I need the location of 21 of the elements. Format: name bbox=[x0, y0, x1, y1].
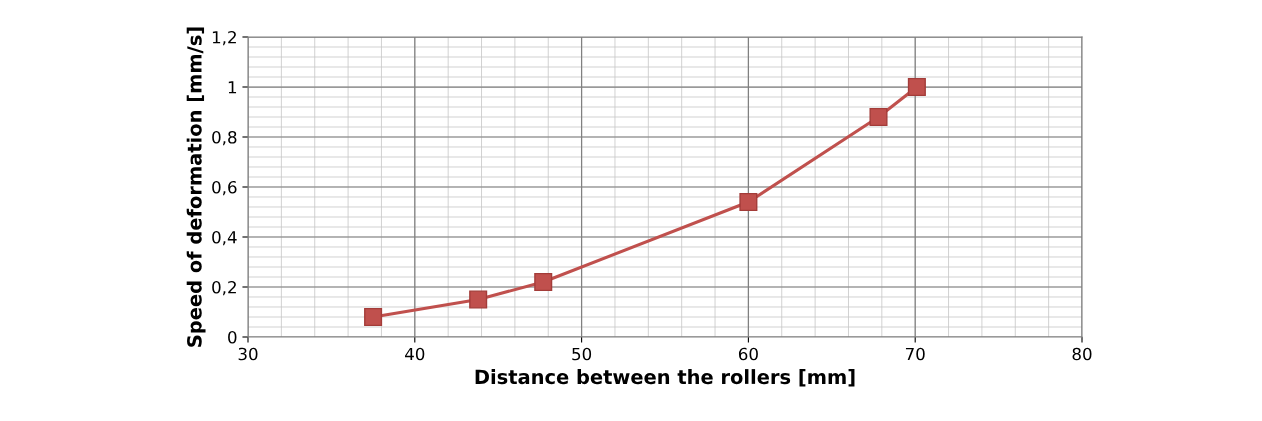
point bbox=[869, 107, 888, 127]
x-axis-title: Distance between the rollers [mm] bbox=[475, 369, 855, 387]
y-tick-label: 0,6 bbox=[212, 180, 237, 196]
x-tick-label: 80 bbox=[1072, 347, 1092, 361]
y-tick-label: 0,2 bbox=[212, 280, 236, 296]
y-tick-label: 0 bbox=[228, 330, 237, 344]
point bbox=[534, 272, 553, 292]
y-axis-title: Speed of deformation [mm/s] bbox=[186, 27, 206, 347]
point bbox=[364, 307, 383, 327]
x-tick-label: 60 bbox=[738, 347, 758, 361]
y-tick-label: 1 bbox=[228, 81, 237, 94]
y-tick-label: 1,2 bbox=[212, 30, 236, 46]
x-tick-label: 70 bbox=[905, 347, 925, 361]
point bbox=[469, 290, 488, 309]
point bbox=[907, 77, 926, 97]
x-tick-label: 30 bbox=[238, 347, 258, 361]
x-tick-label: 50 bbox=[572, 347, 592, 361]
y-tick-label: 0,4 bbox=[212, 230, 237, 246]
point bbox=[739, 192, 758, 212]
x-tick-label: 40 bbox=[405, 347, 425, 361]
y-tick-label: 0,8 bbox=[212, 130, 237, 146]
